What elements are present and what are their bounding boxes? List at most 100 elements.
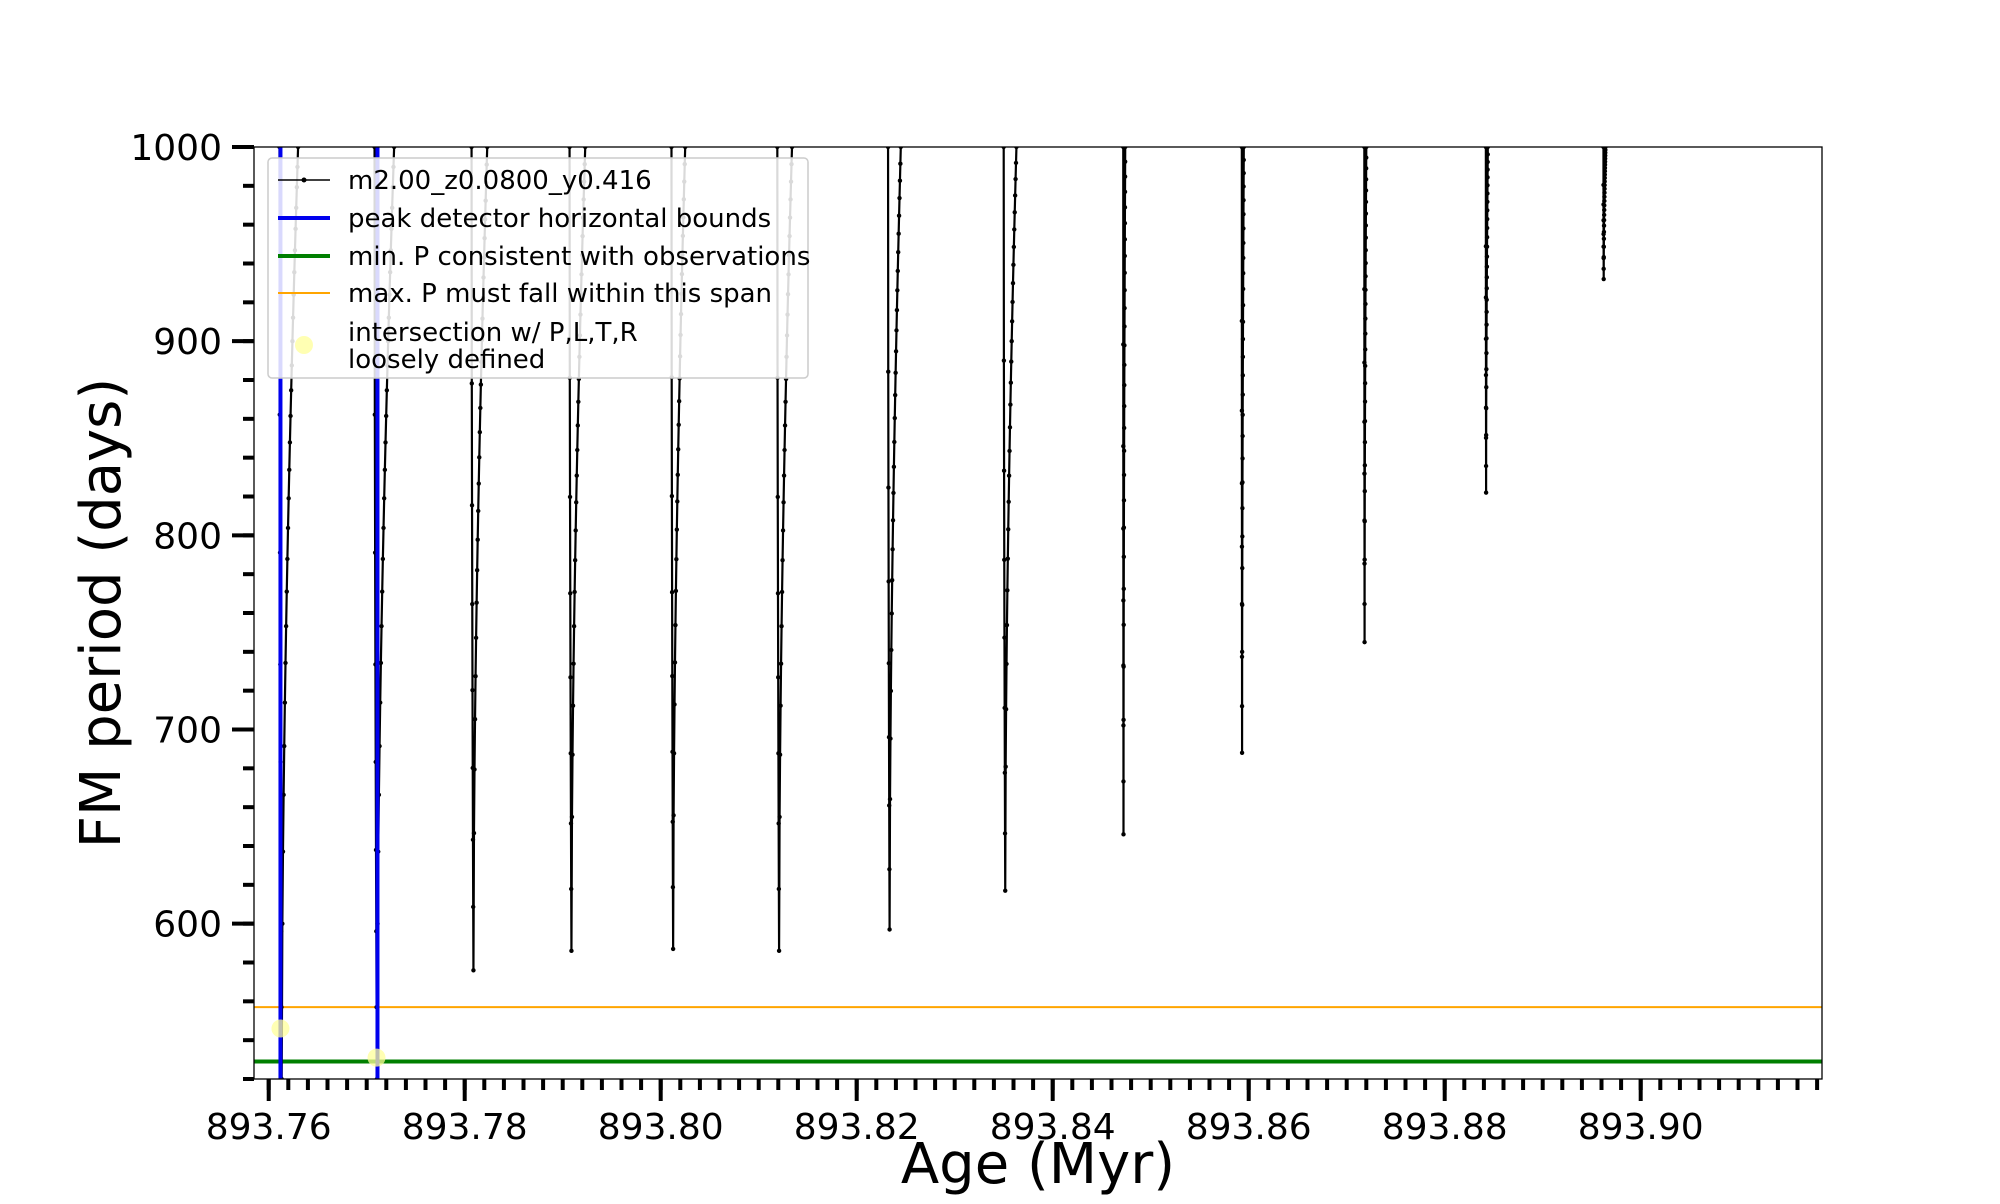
pulse-point [1005, 556, 1011, 561]
pulse-point [569, 814, 575, 820]
pulse-point [1121, 525, 1127, 530]
pulse-point [1008, 402, 1013, 407]
pulse-point [889, 577, 895, 583]
pulse-point [670, 946, 676, 952]
pulse-line [1363, 147, 1368, 643]
pulse-line [1240, 147, 1245, 753]
pulse-point [897, 195, 902, 201]
pulse-point [1122, 288, 1127, 293]
pulse-point [382, 467, 388, 473]
pulse-point [781, 500, 786, 505]
pulse-point [477, 455, 482, 460]
pulse-point [1602, 165, 1608, 171]
pulse-point [1241, 184, 1246, 189]
y-axis-label: FM period (days) [69, 378, 134, 848]
pulse-point [1122, 343, 1127, 348]
pulse-point [776, 675, 781, 680]
pulse-point [1362, 360, 1367, 365]
pulse-point [1121, 717, 1126, 723]
pulse-point [568, 821, 574, 826]
pulse-point [568, 675, 573, 680]
pulse-point [891, 490, 896, 496]
pulse-point [669, 589, 675, 595]
pulse-point [893, 349, 899, 354]
pulse-point [671, 813, 676, 818]
pulse-point [472, 717, 478, 722]
pulse-point [1004, 622, 1010, 628]
pulse-point [1122, 324, 1127, 329]
pulse-point [1602, 175, 1607, 181]
pulse-point [890, 518, 896, 523]
pulse-point [1004, 661, 1009, 667]
pulse-point [895, 288, 900, 293]
pulse-point [1362, 399, 1368, 404]
pulse-point [1239, 649, 1245, 655]
x-tick-label: 893.90 [1578, 1107, 1704, 1148]
pulse-point [1241, 226, 1246, 231]
pulse-point [676, 422, 681, 427]
pulse-point [1121, 443, 1126, 449]
pulse-point [887, 803, 892, 808]
pulse-point [287, 440, 293, 445]
pulse-point [568, 591, 573, 596]
pulse-point [671, 751, 677, 756]
pulse-point [288, 388, 294, 393]
pulse-point [1484, 309, 1489, 315]
pulse-point [1122, 205, 1128, 210]
pulse-point [1362, 471, 1367, 476]
pulse-point [1601, 212, 1607, 218]
pulse-point [571, 661, 576, 666]
pulse-point [889, 611, 894, 616]
pulse-12 [1483, 147, 1491, 495]
pulse-point [1362, 639, 1367, 645]
pulse-point [1007, 448, 1012, 454]
pulse-point [1483, 463, 1489, 469]
pulse-point [1240, 456, 1245, 461]
pulse-point [1362, 463, 1368, 468]
pulse-point [470, 837, 476, 842]
pulse-point [892, 439, 897, 445]
pulse-point [778, 661, 784, 666]
pulse-point [1240, 412, 1245, 417]
y-tick-label: 600 [153, 905, 222, 946]
pulse-point [1601, 244, 1607, 250]
pulse-point [1239, 750, 1245, 755]
pulse-point [1484, 297, 1489, 302]
pulse-point [1010, 299, 1015, 305]
pulse-point [1601, 254, 1606, 260]
pulse-point [1601, 236, 1607, 241]
pulse-point [1363, 235, 1368, 240]
pulse-point [779, 624, 784, 629]
pulse-point [569, 948, 574, 954]
pulse-point [886, 369, 891, 374]
pulse-line [1122, 147, 1127, 835]
pulse-point [1241, 170, 1246, 176]
pulse-point [780, 558, 785, 563]
legend-label-line: m2.00_z0.0800_y0.416 [348, 166, 652, 196]
pulse-point [477, 429, 483, 435]
pulse-point [888, 736, 893, 741]
legend-entry-3: min. P consistent with observations [278, 242, 810, 272]
pulse-point [1122, 382, 1127, 388]
legend-label-line: min. P consistent with observations [348, 242, 810, 272]
pulse-point [887, 796, 893, 802]
pulse-point [1363, 166, 1369, 171]
pulse-point [383, 440, 388, 445]
pulse-point [1362, 439, 1368, 445]
pulse-point [473, 635, 479, 641]
pulse-point [286, 496, 291, 501]
pulse-point [1240, 286, 1246, 292]
legend-entry-1: m2.00_z0.0800_y0.416 [278, 166, 652, 196]
pulse-point [1240, 534, 1245, 539]
pulse-point [1121, 586, 1126, 592]
pulse-point [476, 508, 481, 514]
pulse-point [670, 819, 675, 824]
pulse-point [1003, 707, 1009, 712]
pulse-point [783, 399, 788, 405]
pulse-point [1484, 406, 1489, 411]
pulse-point [570, 703, 576, 708]
pulse-point [1240, 302, 1246, 308]
pulse-point [1239, 544, 1245, 549]
pulse-point [1122, 403, 1127, 409]
